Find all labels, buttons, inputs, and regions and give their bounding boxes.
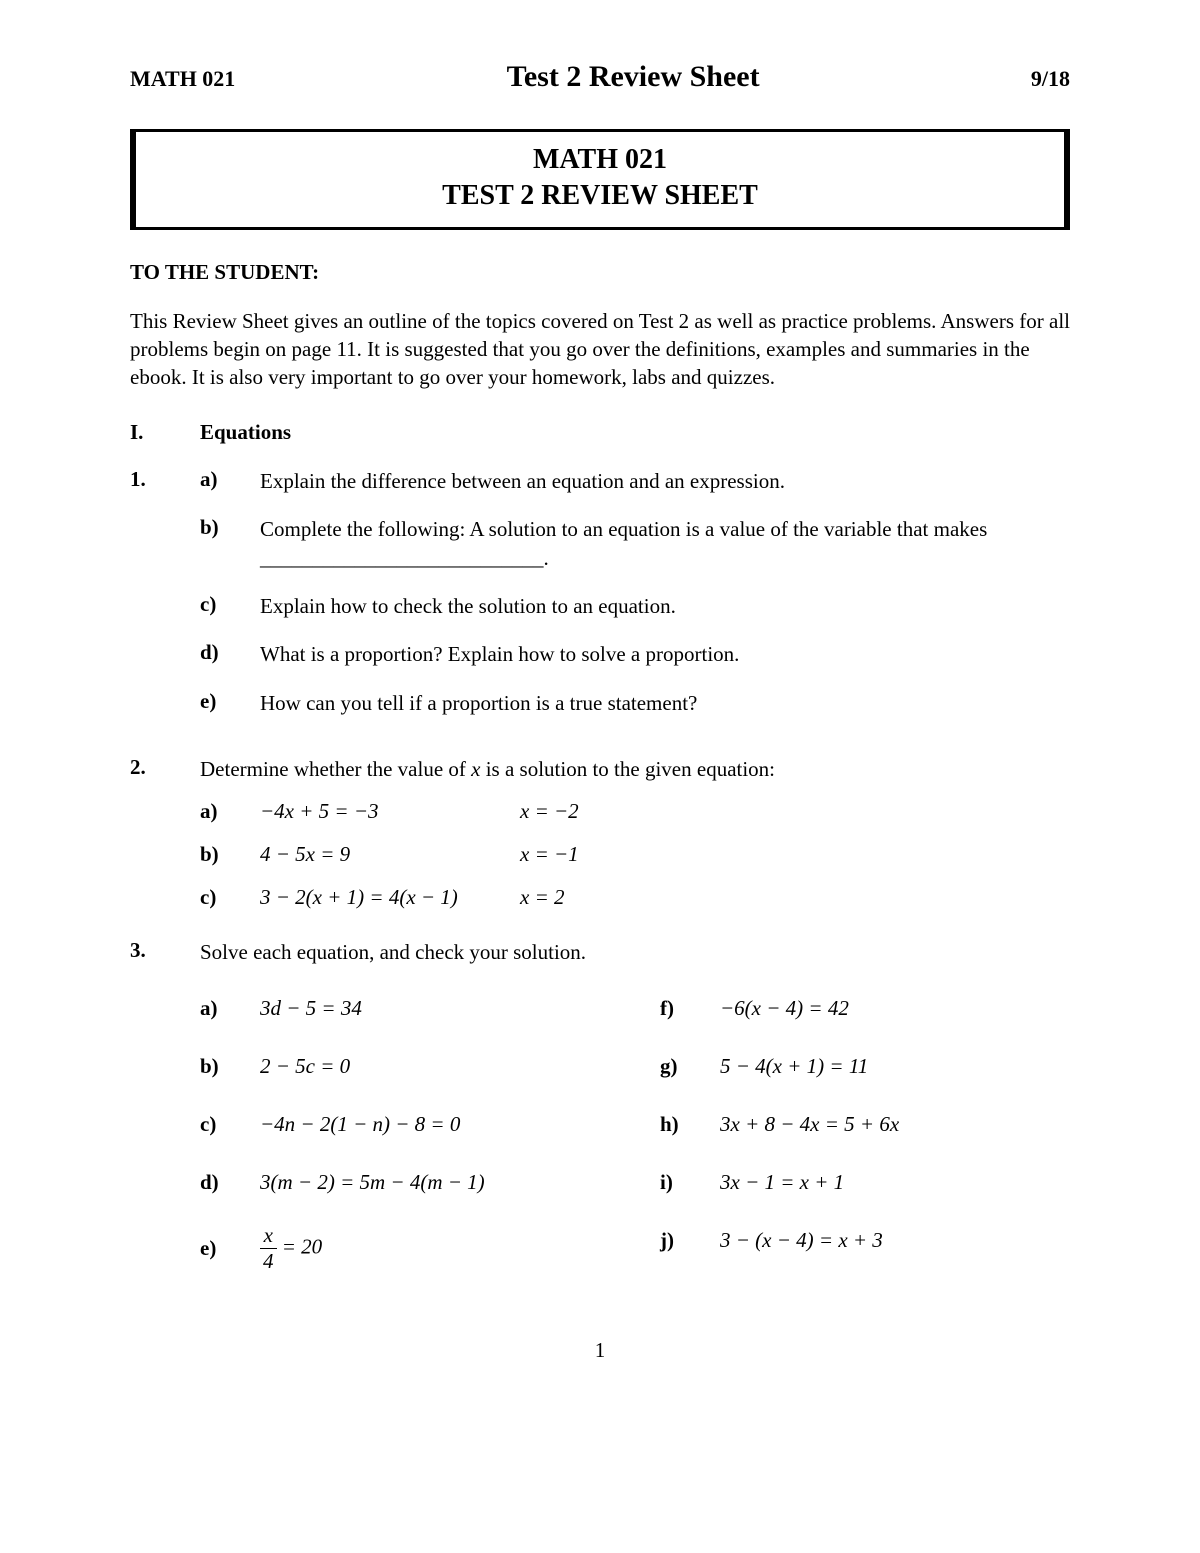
equation: 3(m − 2) = 5m − 4(m − 1)	[260, 1170, 485, 1195]
question-3-b: b) 2 − 5c = 0	[200, 1051, 660, 1083]
equation: 3d − 5 = 34	[260, 996, 362, 1021]
part-letter: g)	[660, 1054, 720, 1079]
question-3-c: c) −4n − 2(1 − n) − 8 = 0	[200, 1109, 660, 1141]
intro-paragraph: This Review Sheet gives an outline of th…	[130, 307, 1070, 392]
question-2-c: c) 3 − 2(x + 1) = 4(x − 1) x = 2	[130, 885, 1070, 910]
part-letter: j)	[660, 1228, 720, 1253]
q3-left-column: a) 3d − 5 = 34 b) 2 − 5c = 0 c) −4n − 2(…	[200, 993, 660, 1298]
question-1-a: 1. a) Explain the difference between an …	[130, 467, 1070, 495]
part-letter: a)	[200, 799, 260, 824]
student-heading: TO THE STUDENT:	[130, 260, 1070, 285]
section-number: I.	[130, 420, 200, 445]
title-line-2: TEST 2 REVIEW SHEET	[136, 178, 1064, 214]
question-number: 3.	[130, 938, 200, 966]
part-letter: c)	[200, 1112, 260, 1137]
part-letter: a)	[200, 467, 260, 495]
part-text: How can you tell if a proportion is a tr…	[260, 689, 1070, 717]
part-letter: b)	[200, 842, 260, 867]
page-header: MATH 021 Test 2 Review Sheet 9/18	[130, 60, 1070, 94]
question-1-e: e) How can you tell if a proportion is a…	[130, 689, 1070, 717]
question-1-b: b) Complete the following: A solution to…	[130, 515, 1070, 572]
question-3-a: a) 3d − 5 = 34	[200, 993, 660, 1025]
part-text: Explain the difference between an equati…	[260, 467, 1070, 495]
equation: −4x + 5 = −3	[260, 799, 520, 824]
equation: −6(x − 4) = 42	[720, 996, 849, 1021]
question-1-c: c) Explain how to check the solution to …	[130, 592, 1070, 620]
question-3-d: d) 3(m − 2) = 5m − 4(m − 1)	[200, 1167, 660, 1199]
equation: 4 − 5x = 9	[260, 842, 520, 867]
part-letter: e)	[200, 689, 260, 717]
part-letter: d)	[200, 640, 260, 668]
header-center: Test 2 Review Sheet	[507, 60, 760, 94]
page: MATH 021 Test 2 Review Sheet 9/18 MATH 0…	[0, 0, 1200, 1553]
part-letter: a)	[200, 996, 260, 1021]
equation: 3x + 8 − 4x = 5 + 6x	[720, 1112, 899, 1137]
part-letter: i)	[660, 1170, 720, 1195]
equation: 2 − 5c = 0	[260, 1054, 350, 1079]
part-letter: b)	[200, 515, 260, 572]
question-2-a: a) −4x + 5 = −3 x = −2	[130, 799, 1070, 824]
title-line-1: MATH 021	[136, 142, 1064, 178]
part-letter: c)	[200, 885, 260, 910]
question-number: 2.	[130, 755, 200, 783]
question-3-g: g) 5 − 4(x + 1) = 11	[660, 1051, 1070, 1083]
equation: 5 − 4(x + 1) = 11	[720, 1054, 868, 1079]
part-text: Complete the following: A solution to an…	[260, 515, 1070, 572]
prompt-text: Determine whether the value of x is a so…	[200, 755, 1070, 783]
equation: x4 = 20	[260, 1225, 322, 1272]
question-3-j: j) 3 − (x − 4) = x + 3	[660, 1225, 1070, 1257]
part-letter: b)	[200, 1054, 260, 1079]
part-text: Explain how to check the solution to an …	[260, 592, 1070, 620]
section-heading: I. Equations	[130, 420, 1070, 445]
equation: −4n − 2(1 − n) − 8 = 0	[260, 1112, 460, 1137]
question-3-e: e) x4 = 20	[200, 1225, 660, 1272]
x-value: x = 2	[520, 885, 565, 910]
question-3-h: h) 3x + 8 − 4x = 5 + 6x	[660, 1109, 1070, 1141]
equation: 3 − (x − 4) = x + 3	[720, 1228, 883, 1253]
equation: 3x − 1 = x + 1	[720, 1170, 844, 1195]
question-3-i: i) 3x − 1 = x + 1	[660, 1167, 1070, 1199]
part-letter: d)	[200, 1170, 260, 1195]
header-left: MATH 021	[130, 66, 235, 92]
part-letter: h)	[660, 1112, 720, 1137]
part-letter: e)	[200, 1236, 260, 1261]
question-2-prompt: 2. Determine whether the value of x is a…	[130, 755, 1070, 783]
question-1-d: d) What is a proportion? Explain how to …	[130, 640, 1070, 668]
header-right: 9/18	[1031, 66, 1070, 92]
prompt-text: Solve each equation, and check your solu…	[200, 938, 1070, 966]
question-number: 1.	[130, 467, 200, 495]
q3-right-column: f) −6(x − 4) = 42 g) 5 − 4(x + 1) = 11 h…	[660, 993, 1070, 1298]
part-text: What is a proportion? Explain how to sol…	[260, 640, 1070, 668]
page-number: 1	[130, 1338, 1070, 1363]
part-letter: f)	[660, 996, 720, 1021]
title-box: MATH 021 TEST 2 REVIEW SHEET	[130, 129, 1070, 230]
question-2-b: b) 4 − 5x = 9 x = −1	[130, 842, 1070, 867]
question-3-prompt: 3. Solve each equation, and check your s…	[130, 938, 1070, 966]
equation: 3 − 2(x + 1) = 4(x − 1)	[260, 885, 520, 910]
part-letter: c)	[200, 592, 260, 620]
section-title: Equations	[200, 420, 291, 445]
x-value: x = −2	[520, 799, 579, 824]
x-value: x = −1	[520, 842, 579, 867]
question-3-f: f) −6(x − 4) = 42	[660, 993, 1070, 1025]
